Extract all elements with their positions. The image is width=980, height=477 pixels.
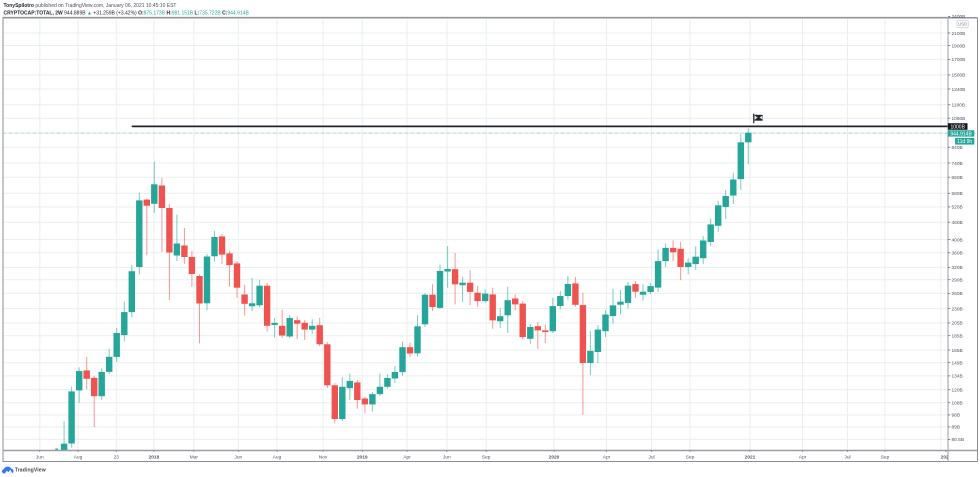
svg-text:580B: 580B <box>952 191 963 197</box>
svg-text:2400B: 2400B <box>952 14 966 20</box>
svg-text:840B: 840B <box>952 145 963 151</box>
svg-text:TradingView: TradingView <box>15 468 46 474</box>
svg-text:Sep: Sep <box>482 454 491 460</box>
svg-text:Sep: Sep <box>881 454 890 460</box>
svg-text:2020: 2020 <box>549 454 560 460</box>
svg-text:520B: 520B <box>952 205 963 211</box>
svg-text:1000B: 1000B <box>950 124 965 130</box>
svg-text:Jun: Jun <box>234 454 242 460</box>
svg-text:400B: 400B <box>952 237 963 243</box>
svg-text:134B: 134B <box>952 374 963 380</box>
svg-text:USD: USD <box>958 22 967 27</box>
svg-text:Sep: Sep <box>686 454 695 460</box>
svg-text:2019: 2019 <box>357 454 368 460</box>
svg-text:23: 23 <box>114 454 120 460</box>
svg-text:230B: 230B <box>952 306 963 312</box>
svg-text:Mar: Mar <box>190 454 199 460</box>
svg-text:Jun: Jun <box>443 454 451 460</box>
svg-text:1060B: 1060B <box>952 116 966 122</box>
svg-text:1900B: 1900B <box>952 43 966 49</box>
svg-text:165B: 165B <box>952 348 963 354</box>
svg-text:1180B: 1180B <box>952 103 966 109</box>
svg-text:80.5B: 80.5B <box>952 437 965 443</box>
svg-text:108B: 108B <box>952 401 963 407</box>
svg-text:Jun: Jun <box>36 454 44 460</box>
svg-text:320B: 320B <box>952 265 963 271</box>
svg-text:Apr: Apr <box>799 454 807 460</box>
svg-text:360B: 360B <box>952 251 963 257</box>
svg-text:98B: 98B <box>952 413 961 419</box>
svg-text:CRYPTOCAP:TOTAL, 2W 944.889B ▲: CRYPTOCAP:TOTAL, 2W 944.889B ▲ +31.259B … <box>4 11 250 17</box>
svg-text:1700B: 1700B <box>952 57 966 63</box>
svg-text:120B: 120B <box>952 388 963 394</box>
svg-text:Apr: Apr <box>403 454 411 460</box>
svg-text:89B: 89B <box>952 425 961 431</box>
svg-text:Jul: Jul <box>648 454 654 460</box>
svg-text:Aug: Aug <box>74 454 83 460</box>
svg-text:740B: 740B <box>952 161 963 167</box>
svg-text:460B: 460B <box>952 220 963 226</box>
svg-text:205B: 205B <box>952 321 963 327</box>
svg-text:Nov: Nov <box>319 454 328 460</box>
svg-text:Jul: Jul <box>844 454 850 460</box>
svg-text:185B: 185B <box>952 334 963 340</box>
svg-text:1340B: 1340B <box>952 87 966 93</box>
svg-text:290B: 290B <box>952 278 963 284</box>
svg-text:260B: 260B <box>952 291 963 297</box>
svg-text:1500B: 1500B <box>952 73 966 79</box>
svg-text:Aug: Aug <box>273 454 282 460</box>
svg-text:2022: 2022 <box>941 454 952 460</box>
svg-text:660B: 660B <box>952 175 963 181</box>
svg-text:944.914B: 944.914B <box>950 131 972 137</box>
svg-text:149B: 149B <box>952 361 963 367</box>
svg-text:11d 9h: 11d 9h <box>957 139 972 145</box>
svg-text:2100B: 2100B <box>952 31 966 37</box>
svg-text:Apr: Apr <box>603 454 611 460</box>
svg-text:2018: 2018 <box>149 454 160 460</box>
svg-text:2021: 2021 <box>745 454 756 460</box>
svg-text:TonySpilotro published on Trad: TonySpilotro published on TradingView.co… <box>4 3 177 9</box>
